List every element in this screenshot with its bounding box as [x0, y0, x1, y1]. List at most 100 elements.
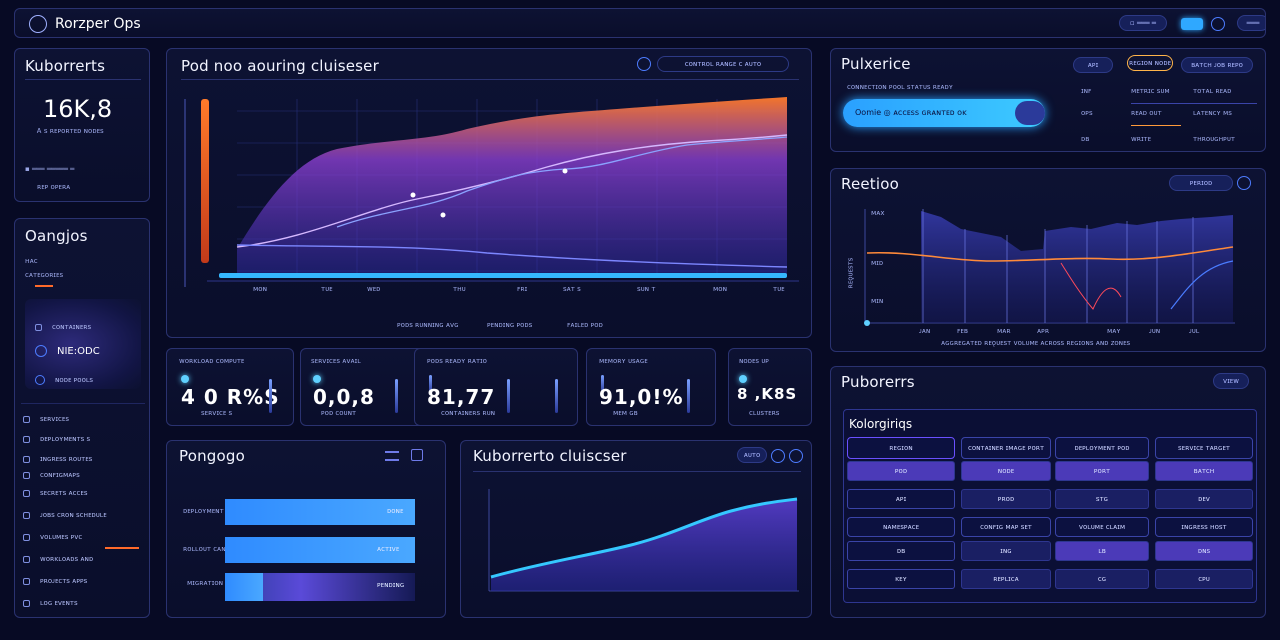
- stat-card[interactable]: ɴᴏᴅᴇꜱ ᴜᴘ 8 ,K8S ᴄʟᴜꜱᴛᴇʀꜱ: [728, 348, 812, 426]
- x-tick: ᴍᴏɴ: [713, 285, 727, 293]
- grid-cell[interactable]: ɴᴏᴅᴇ: [961, 461, 1051, 481]
- region-pill[interactable]: ᴘᴇʀɪᴏᴅ: [1169, 175, 1233, 191]
- main-chart-controls[interactable]: ᴄᴏɴᴛʀᴏʟ ʀᴀɴɢᴇ ᴄ ᴀᴜᴛᴏ: [657, 56, 789, 72]
- pulse-pill[interactable]: ʀᴇɢɪᴏɴ ɴᴏᴅᴇ: [1127, 55, 1173, 71]
- grid-cell[interactable]: ꜱᴛɢ: [1055, 489, 1149, 509]
- nav-item-deployments[interactable]: ᴅᴇᴘʟᴏʏᴍᴇɴᴛꜱ ꜱ: [23, 435, 90, 443]
- topbar-menu[interactable]: ═══: [1237, 15, 1265, 31]
- grid-cell[interactable]: ʙᴀᴛᴄʜ: [1155, 461, 1253, 481]
- nav-item-secrets[interactable]: ꜱᴇᴄʀᴇᴛꜱ ᴀᴄᴄᴇꜱ: [23, 489, 87, 497]
- legend-item[interactable]: ꜰᴀɪʟᴇᴅ ᴘᴏᴅ: [567, 321, 603, 329]
- grid-cell[interactable]: ᴋᴇʏ: [847, 569, 955, 589]
- grid-cell[interactable]: ᴄᴘᴜ: [1155, 569, 1253, 589]
- grid-header[interactable]: ꜱᴇʀᴠɪᴄᴇ ᴛᴀʀɢᴇᴛ: [1155, 437, 1253, 459]
- area-series: [237, 97, 787, 277]
- data-point: [562, 168, 568, 174]
- nav-item-workloads[interactable]: ᴡᴏʀᴋʟᴏᴀᴅꜱ ᴀɴᴅ: [23, 555, 93, 563]
- nav-item-configmaps[interactable]: ᴄᴏɴꜰɪɢᴍᴀᴘꜱ: [23, 471, 80, 479]
- menu-icon[interactable]: [385, 451, 399, 461]
- progress-label: ᴅᴇᴘʟᴏʏᴍᴇɴᴛ ᴀ: [183, 507, 231, 515]
- stat-card[interactable]: ᴍᴇᴍᴏʀʏ ᴜꜱᴀɢᴇ 91,0!% ᴍᴇᴍ ɢʙ: [586, 348, 716, 426]
- grid-cell[interactable]: ᴀᴘɪ: [847, 489, 955, 509]
- grid-cell[interactable]: ʟʙ: [1055, 541, 1149, 561]
- progress-value: ᴘᴇɴᴅɪɴɢ: [377, 581, 405, 589]
- nav-item-volumes[interactable]: ᴠᴏʟᴜᴍᴇꜱ ᴘᴠᴄ: [23, 533, 82, 541]
- nav-item-ingress[interactable]: ɪɴɢʀᴇꜱꜱ ʀᴏᴜᴛᴇꜱ: [23, 455, 92, 463]
- progress-bar-track: [225, 537, 415, 563]
- categories-sub2: ᴄᴀᴛᴇɢᴏʀɪᴇꜱ: [25, 271, 64, 279]
- grid-header[interactable]: ʀᴇɢɪᴏɴ: [847, 437, 955, 459]
- category-item[interactable]: ᴄᴏɴᴛᴀɪɴᴇʀꜱ: [35, 323, 91, 331]
- stat-card[interactable]: ᴡᴏʀᴋʟᴏᴀᴅ ᴄᴏᴍᴘᴜᴛᴇ 4 0 R%S ꜱᴇʀᴠɪᴄᴇ ꜱ: [166, 348, 294, 426]
- cluster-area: [491, 499, 797, 591]
- chart-settings-icon[interactable]: [637, 57, 651, 71]
- stat-sub: ᴘᴏᴅ ᴄᴏᴜɴᴛ: [321, 409, 357, 417]
- main-chart-panel: Pod noo aouring cluiseser ᴄᴏɴᴛʀᴏʟ ʀᴀɴɢᴇ …: [166, 48, 812, 338]
- nav-item-logs[interactable]: ʟᴏɢ ᴇᴠᴇɴᴛꜱ: [23, 599, 78, 607]
- grid-header[interactable]: ᴠᴏʟᴜᴍᴇ ᴄʟᴀɪᴍ: [1055, 517, 1149, 537]
- folder-icon: [23, 577, 30, 585]
- grid-cell[interactable]: ᴅʙ: [847, 541, 955, 561]
- y-tick: ᴍɪᴅ: [871, 259, 884, 267]
- legend-item[interactable]: ᴘᴇɴᴅɪɴɢ ᴘᴏᴅꜱ: [487, 321, 533, 329]
- pulse-row: ɪɴꜰ: [1081, 87, 1092, 95]
- region-point: [864, 320, 870, 326]
- region-caption: ᴀɢɢʀᴇɢᴀᴛᴇᴅ ʀᴇǫᴜᴇꜱᴛ ᴠᴏʟᴜᴍᴇ ᴀᴄʀᴏꜱꜱ ʀᴇɢɪᴏɴꜱ…: [941, 339, 1131, 347]
- refresh-icon[interactable]: [789, 449, 803, 463]
- cluster-line: [490, 497, 798, 579]
- pods-pill[interactable]: ᴠɪᴇᴡ: [1213, 373, 1249, 389]
- pulse-pill[interactable]: ʙᴀᴛᴄʜ ᴊᴏʙ ʀᴇᴘᴏ: [1181, 57, 1253, 73]
- k8s-row2: ʀᴇᴘ ᴏᴘᴇʀᴀ: [37, 183, 71, 191]
- region-red-line: [1060, 262, 1122, 310]
- grid-header[interactable]: ᴄᴏɴᴛᴀɪɴᴇʀ ɪᴍᴀɢᴇ ᴘᴏʀᴛ: [961, 437, 1051, 459]
- pulse-pill[interactable]: ᴀᴘɪ: [1073, 57, 1113, 73]
- grid-cell[interactable]: ᴅɴꜱ: [1155, 541, 1253, 561]
- x-tick: ꜰʀɪ: [517, 285, 528, 293]
- progress-bar-fill: [225, 573, 263, 601]
- category-item-active[interactable]: NIE:ODC: [35, 345, 100, 357]
- progress-panel: Pongogo ᴅᴇᴘʟᴏʏᴍᴇɴᴛ ᴀ ᴅᴏɴᴇ ʀᴏʟʟᴏᴜᴛ ᴄᴀɴᴀʀʏ…: [166, 440, 446, 618]
- x-tick: ᴊᴀɴ: [919, 327, 931, 335]
- topbar-toggle[interactable]: [1181, 18, 1203, 30]
- x-tick: ꜱᴜɴ ᴛ: [637, 285, 656, 293]
- region-line-chart: [864, 209, 1235, 326]
- node-icon: [35, 345, 47, 357]
- nav-item-projects[interactable]: ᴘʀᴏᴊᴇᴄᴛꜱ ᴀᴘᴘꜱ: [23, 577, 87, 585]
- grid-cell[interactable]: ᴘᴏᴅ: [847, 461, 955, 481]
- cluster-pill[interactable]: ᴀᴜᴛᴏ: [737, 447, 767, 463]
- pulse-bar[interactable]: [843, 99, 1045, 127]
- stat-sub: ᴍᴇᴍ ɢʙ: [613, 409, 638, 417]
- info-icon[interactable]: [1237, 176, 1251, 190]
- status-dot: [313, 375, 321, 383]
- user-avatar-icon[interactable]: [1211, 17, 1225, 31]
- grid-header[interactable]: ᴅᴇᴘʟᴏʏᴍᴇɴᴛ ᴘᴏᴅ: [1055, 437, 1149, 459]
- settings-icon[interactable]: [771, 449, 785, 463]
- progress-value: ᴅᴏɴᴇ: [387, 507, 404, 515]
- pulse-row: ᴡʀɪᴛᴇ: [1131, 135, 1152, 143]
- stat-card[interactable]: ꜱᴇʀᴠɪᴄᴇꜱ ᴀᴠᴀɪʟ 0,0,8 ᴘᴏᴅ ᴄᴏᴜɴᴛ: [300, 348, 428, 426]
- stat-sub: ᴄʟᴜꜱᴛᴇʀꜱ: [749, 409, 780, 417]
- region-chart-title: Reetioo: [841, 175, 900, 193]
- stat-card[interactable]: ᴘᴏᴅꜱ ʀᴇᴀᴅʏ ʀᴀᴛɪᴏ 81,77 ᴄᴏɴᴛᴀɪɴᴇʀꜱ ʀᴜɴ: [414, 348, 578, 426]
- stat-meter: [507, 379, 510, 413]
- grid-cell[interactable]: ᴅᴇᴠ: [1155, 489, 1253, 509]
- x-tick: ᴍᴀʏ: [1107, 327, 1121, 335]
- x-tick: ᴛᴜᴇ: [321, 285, 333, 293]
- nav-item-services[interactable]: ꜱᴇʀᴠɪᴄᴇꜱ: [23, 415, 69, 423]
- topbar-search[interactable]: ▫ ═══ ═: [1119, 15, 1167, 31]
- grid-header[interactable]: ᴄᴏɴꜰɪɢ ᴍᴀᴘ ꜱᴇᴛ: [961, 517, 1051, 537]
- grid-header[interactable]: ɴᴀᴍᴇꜱᴘᴀᴄᴇ: [847, 517, 955, 537]
- grid-cell[interactable]: ᴘᴏʀᴛ: [1055, 461, 1149, 481]
- grid-cell[interactable]: ᴄɢ: [1055, 569, 1149, 589]
- grid-cell[interactable]: ɪɴɢ: [961, 541, 1051, 561]
- category-item[interactable]: ɴᴏᴅᴇ ᴘᴏᴏʟꜱ: [35, 375, 93, 385]
- legend-item[interactable]: ᴘᴏᴅꜱ ʀᴜɴɴɪɴɢ ᴀᴠɢ: [397, 321, 459, 329]
- grid-cell[interactable]: ᴘʀᴏᴅ: [961, 489, 1051, 509]
- grid-cell[interactable]: ʀᴇᴘʟɪᴄᴀ: [961, 569, 1051, 589]
- nav-item-jobs[interactable]: ᴊᴏʙꜱ ᴄʀᴏɴ ꜱᴄʜᴇᴅᴜʟᴇ: [23, 511, 107, 519]
- calendar-icon[interactable]: [411, 449, 423, 461]
- stat-meter: [601, 375, 604, 393]
- main-area-chart: [184, 97, 799, 287]
- stat-sub: ᴄᴏɴᴛᴀɪɴᴇʀꜱ ʀᴜɴ: [441, 409, 496, 417]
- grid-header[interactable]: ɪɴɢʀᴇꜱꜱ ʜᴏꜱᴛ: [1155, 517, 1253, 537]
